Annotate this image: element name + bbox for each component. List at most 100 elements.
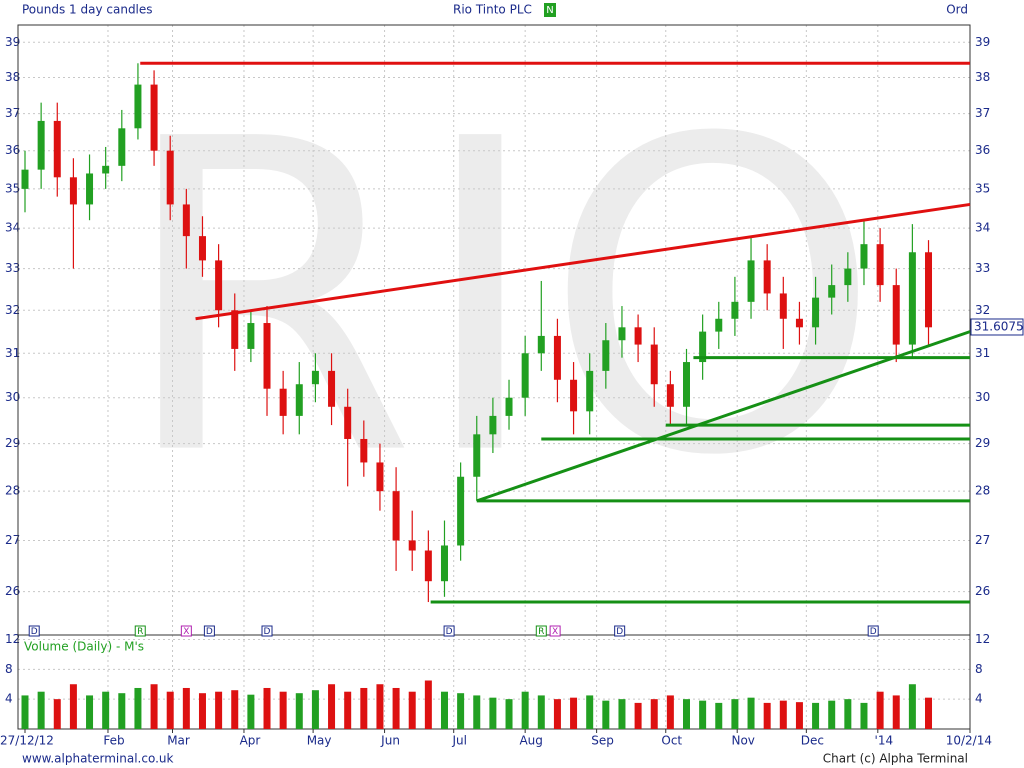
volume-bar — [908, 684, 916, 729]
candle-body — [392, 491, 400, 541]
y-tick-label: 12 — [975, 632, 990, 646]
event-label: D — [616, 627, 623, 637]
y-tick-label: 34 — [5, 221, 20, 235]
event-label: D — [206, 627, 213, 637]
candle-body — [683, 362, 690, 407]
event-box — [614, 625, 626, 637]
volume-bar — [392, 687, 400, 729]
volume-bar — [715, 702, 723, 729]
y-tick-label: 33 — [975, 261, 990, 275]
y-tick-label: 27 — [5, 533, 20, 547]
candle-body — [844, 268, 852, 286]
candle-body — [650, 344, 658, 385]
volume-bar — [892, 695, 900, 729]
volume-bar — [360, 687, 368, 729]
x-tick-label: 27/12/12 — [0, 734, 54, 748]
event-label: R — [538, 627, 544, 637]
y-tick-label: 32 — [5, 303, 20, 317]
candle-body — [182, 204, 190, 237]
candle-body — [521, 353, 529, 398]
volume-bar — [553, 699, 561, 729]
volume-bar — [731, 699, 739, 729]
event-box — [28, 625, 40, 637]
y-tick-label: 26 — [975, 584, 990, 598]
candle-body — [634, 327, 642, 345]
volume-bar — [215, 691, 223, 729]
watermark: RIO — [118, 50, 882, 550]
volume-bar — [876, 691, 884, 729]
y-tick-label: 29 — [5, 436, 20, 450]
chart-subtitle: Pounds 1 day candles — [22, 3, 153, 17]
volume-bar — [925, 697, 933, 729]
volume-bar — [102, 691, 110, 729]
event-label: D — [446, 627, 453, 637]
candle-body — [118, 128, 126, 166]
candle-body — [328, 370, 336, 407]
volume-bar — [683, 699, 690, 729]
candle-body — [908, 252, 916, 345]
y-tick-label: 37 — [5, 106, 20, 120]
y-tick-label: 38 — [5, 70, 20, 84]
volume-bar — [586, 695, 594, 729]
candle-body — [21, 169, 29, 189]
event-box — [261, 625, 273, 637]
candle-body — [376, 462, 384, 492]
y-tick-label: 38 — [975, 70, 990, 84]
candle-body — [102, 165, 110, 174]
candle-body — [505, 397, 513, 416]
candle-body — [795, 318, 803, 328]
volume-bar — [86, 695, 94, 729]
volume-bar — [247, 694, 255, 729]
volume-bar — [650, 699, 658, 729]
volume-bar — [570, 697, 578, 729]
candle-body — [473, 434, 481, 477]
event-box — [867, 625, 879, 637]
volume-bar — [182, 687, 190, 729]
candle-body — [134, 84, 142, 129]
y-tick-label: 4 — [975, 692, 983, 706]
credit: Chart (c) Alpha Terminal — [823, 752, 968, 766]
y-tick-label: 35 — [975, 181, 990, 195]
event-label: R — [137, 627, 143, 637]
candle-body — [699, 331, 707, 363]
volume-bar — [457, 693, 465, 729]
volume-bar — [328, 684, 336, 729]
x-tick-label: 10/2/14 — [946, 734, 992, 748]
volume-bar — [344, 691, 352, 729]
y-tick-label: 36 — [5, 143, 20, 157]
volume-bar — [666, 695, 674, 729]
x-tick-label: '14 — [875, 734, 894, 748]
candle-body — [295, 384, 303, 416]
event-box — [134, 625, 146, 637]
candle-body — [198, 236, 206, 261]
event-box — [203, 625, 215, 637]
last-price-box — [970, 318, 1024, 336]
volume-bar — [747, 697, 755, 729]
candle-body — [925, 252, 933, 328]
y-tick-label: 28 — [5, 484, 20, 498]
candle-body — [828, 285, 836, 298]
y-tick-label: 37 — [975, 106, 990, 120]
candle-body — [618, 327, 626, 341]
x-tick-label: Sep — [591, 734, 614, 748]
candle-body — [747, 260, 755, 302]
y-tick-label: 33 — [5, 261, 20, 275]
volume-bar — [37, 691, 45, 729]
volume-bar — [166, 691, 174, 729]
y-tick-label: 29 — [975, 436, 990, 450]
x-tick-label: Aug — [519, 734, 542, 748]
candle-body — [311, 370, 319, 385]
candle-body — [489, 415, 497, 435]
volume-bar — [812, 702, 820, 729]
candle-body — [602, 340, 610, 371]
share-class: Ord — [946, 3, 968, 17]
volume-bar — [21, 695, 29, 729]
y-tick-label: 8 — [5, 662, 13, 676]
volume-label: Volume (Daily) - M's — [24, 640, 144, 654]
candle-body — [150, 84, 158, 151]
y-tick-label: 39 — [5, 35, 20, 49]
candle-body — [69, 177, 77, 205]
volume-bar — [537, 695, 545, 729]
event-label: X — [183, 627, 189, 637]
